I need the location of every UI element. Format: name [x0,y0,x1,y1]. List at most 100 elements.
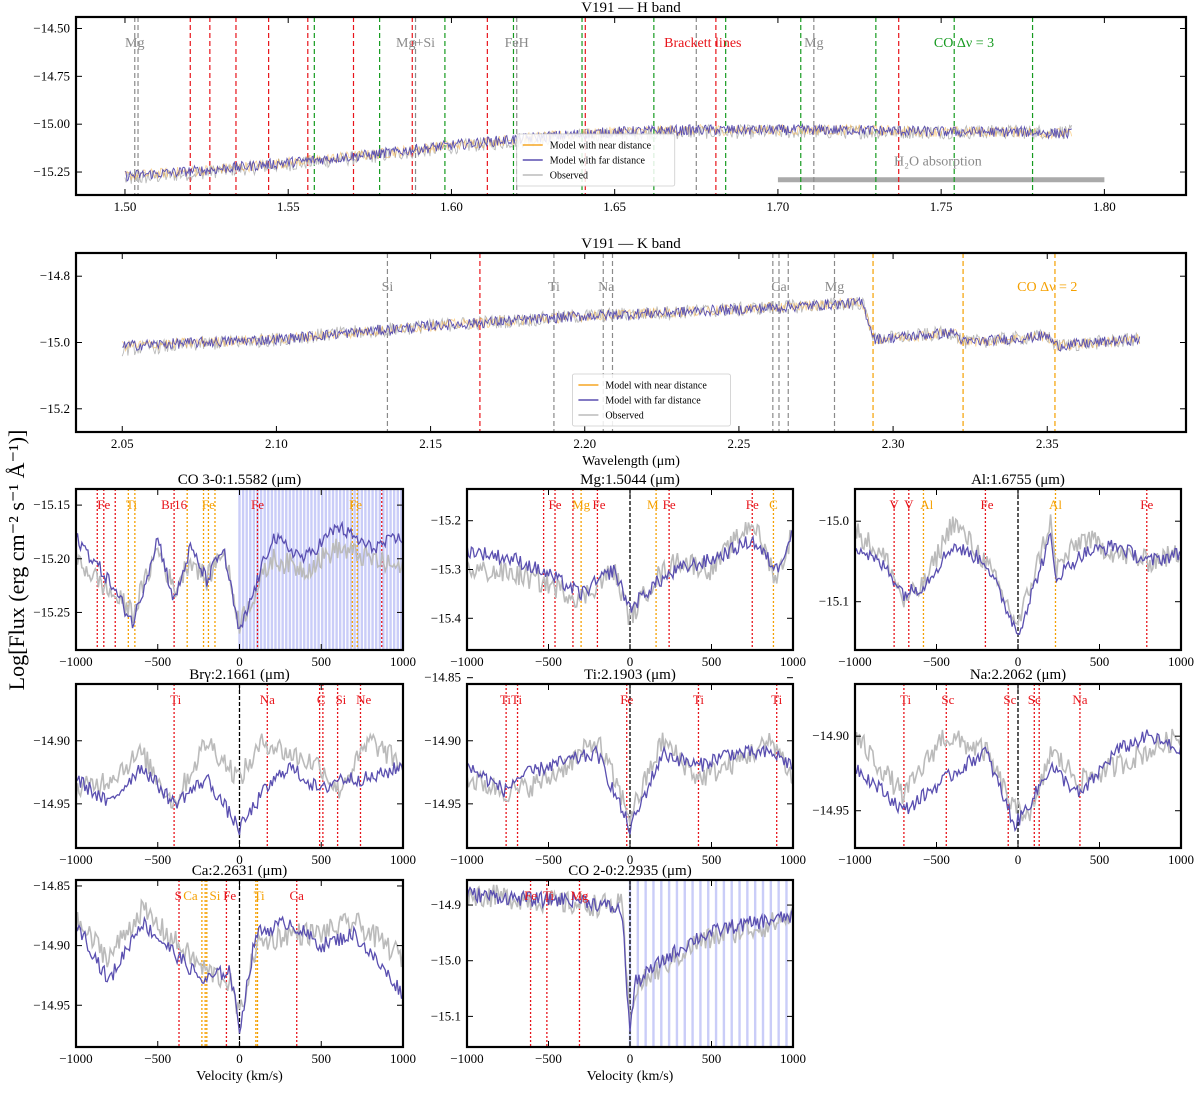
line-annotation: CO Δν = 3 [934,36,994,51]
x-tick-label: 0 [236,852,243,867]
x-tick-label: −1000 [450,852,483,867]
far-model-line [855,729,1181,833]
y-tick-label: −15.15 [33,497,70,512]
line-label: S [175,888,182,903]
line-label: Ne [356,692,371,707]
y-tick-label: −15.4 [431,610,462,625]
panel-title: CO 3-0:1.5582 (μm) [178,472,301,488]
line-label: Fe [97,497,110,512]
x-tick-label: 2.20 [573,436,596,451]
y-tick-label: −15.0 [431,953,461,968]
line-label: Fe [663,497,676,512]
plot-frame [74,15,1188,197]
y-tick-label: −14.95 [812,803,849,818]
x-tick-label: 1.65 [603,199,626,214]
observed-line [855,728,1181,822]
x-tick-label: 500 [312,1051,332,1066]
x-tick-label: 1000 [780,1051,806,1066]
line-label: C [317,692,326,707]
legend-entry: Observed [550,171,588,182]
panel-title: Brγ:2.1661 (μm) [189,667,290,683]
panel-9: Fe Ti Mg CO 2-0:2.2935 (μm) −1000 −500 0 500 100… [431,863,806,1084]
x-tick-label: 0 [236,654,243,669]
x-tick-label: 0 [627,852,634,867]
line-label: Fe [746,497,759,512]
observed-line [76,732,403,809]
far-model-line [467,886,793,1032]
line-label: Fe [1140,497,1153,512]
x-tick-label: 2.05 [111,436,134,451]
panel-title: Mg:1.5044 (μm) [580,472,680,488]
y-tick-label: −15.0 [819,513,849,528]
line-label: Si [335,692,346,707]
x-tick-label: −1000 [838,654,871,669]
line-label: Al [920,497,933,512]
panel-title: Al:1.6755 (μm) [971,472,1065,488]
line-label: Ti [543,888,554,903]
line-label: V [904,497,914,512]
x-tick-label: 0 [1015,852,1022,867]
x-tick-label: −500 [923,852,950,867]
x-tick-label: 1.60 [440,199,463,214]
panel-5: Ti Na C Si Ne Brγ:2.1661 (μm) −1000 −500 0 500 100… [33,667,416,867]
x-tick-label: 0 [627,654,634,669]
line-annotation: Ca [771,280,787,295]
x-axis-label: Velocity (km/s) [196,1069,283,1084]
x-tick-label: 500 [312,654,332,669]
line-label: C [769,497,778,512]
x-tick-label: −500 [535,1051,562,1066]
panel-title: Ti:2.1903 (μm) [584,667,676,683]
line-annotation: Na [598,280,615,295]
line-label: Na [260,692,275,707]
y-tick-label: −15.2 [40,401,70,416]
x-tick-label: 0 [236,1051,243,1066]
observed-line [76,538,403,634]
line-label: Ti [900,692,911,707]
line-label: Ti [170,692,181,707]
x-tick-label: 1.80 [1093,199,1116,214]
x-tick-label: 2.30 [882,436,905,451]
line-label: TiTi [500,692,523,707]
line-annotation: H₂O absorption [894,155,982,170]
far-model-line [467,529,793,613]
x-tick-label: 1000 [390,852,416,867]
panel-4: V V Al Fe Al Fe Al:1.6755 (μm) −1000 −500 0 500 100… [819,472,1194,669]
line-label: M [647,497,659,512]
panel-6: TiTi Fe Ti TiTi:2.1903 (μm)−1000 −500 0 500 100… [424,667,806,867]
line-label: Br16 [161,497,188,512]
observed-line [855,514,1181,627]
x-tick-label: 1.70 [767,199,790,214]
line-label: Fe [349,497,362,512]
y-tick-label: −15.1 [819,594,849,609]
line-label: Na [1072,692,1087,707]
y-tick-label: −14.95 [33,796,70,811]
line-label: Fe [251,497,264,512]
line-annotation: Si [382,280,394,295]
x-tick-label: −500 [535,654,562,669]
line-annotation: Mg+Si [396,36,435,51]
y-tick-label: −14.95 [33,997,70,1012]
panel-1: Si Ti Na Ca Mg CO Δν = 2 V191 — K band 2.05 2.10… [40,236,1188,469]
x-tick-label: 0 [1015,654,1022,669]
line-label: Si [210,888,221,903]
x-tick-label: 2.15 [419,436,442,451]
observed-line [467,732,793,825]
x-tick-label: −1000 [450,1051,483,1066]
x-tick-label: −1000 [59,852,92,867]
y-tick-label: −14.9 [431,897,461,912]
legend-entry: Model with near distance [605,381,707,392]
line-label: Sc [1028,692,1041,707]
y-tick-label: −15.2 [431,513,461,528]
y-tick-label: −14.75 [33,68,70,83]
observed-line [121,296,1141,357]
line-label: Fe [202,497,215,512]
panel-7: Ti Sc Sc Sc Na Na:2.2062 (μm) −1000 −500 0 500 100… [812,667,1194,867]
panel-3: Fe Mg Fe M Fe Fe CMg:1.5044 (μm)−1000 −500 0 500 1… [431,472,806,669]
line-annotation: Ti [548,280,560,295]
near-model-line [121,297,1141,353]
line-label: Mg [572,497,591,512]
x-tick-label: 2.35 [1036,436,1059,451]
x-tick-label: 1.50 [114,199,137,214]
panel-title: Na:2.2062 (μm) [970,667,1066,683]
